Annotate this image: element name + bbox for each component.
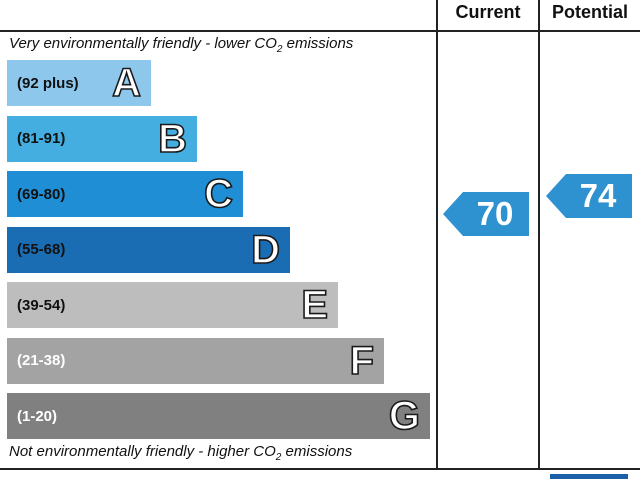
- potential-rating-pointer: 74: [546, 174, 632, 218]
- band-b-range: (81-91): [17, 130, 66, 147]
- top-note-prefix: Very environmentally friendly - lower C: [9, 35, 266, 52]
- potential-column-divider: [538, 0, 540, 470]
- bottom-note-o: O: [264, 443, 276, 460]
- bottom-note-prefix: Not environmentally friendly - higher C: [9, 443, 265, 460]
- top-note-sub: 2: [276, 44, 283, 55]
- bottom-note: Not environmentally friendly - higher CO…: [9, 443, 352, 463]
- band-g-letter: G: [388, 394, 421, 438]
- band-e-letter: E: [301, 283, 329, 327]
- band-d-range: (55-68): [17, 241, 66, 258]
- band-b: (81-91) B: [7, 115, 197, 162]
- current-rating-pointer: 70: [443, 192, 529, 236]
- band-g-range: (1-20): [17, 407, 58, 425]
- current-pointer-shape: [443, 192, 529, 236]
- band-e-range: (39-54): [17, 296, 66, 314]
- band-c: (69-80) C: [7, 171, 243, 217]
- band-a: (92 plus) A: [7, 60, 151, 106]
- band-c-letter: C: [203, 172, 233, 216]
- top-note-suffix: emissions: [282, 35, 354, 52]
- band-d: (55-68) D: [7, 226, 290, 273]
- band-f: (21-38) F: [7, 337, 384, 384]
- band-f-letter: F: [349, 338, 375, 383]
- band-d-letter: D: [250, 227, 280, 272]
- top-note: Very environmentally friendly - lower CO…: [9, 35, 353, 55]
- bottom-accent: [550, 474, 628, 479]
- bottom-border: [0, 468, 640, 470]
- current-column-divider: [436, 0, 438, 470]
- band-e: (39-54) E: [7, 282, 338, 328]
- band-f-range: (21-38): [17, 352, 66, 369]
- bottom-note-sub: 2: [275, 452, 282, 463]
- band-b-letter: B: [157, 116, 187, 161]
- header-divider: [0, 30, 640, 32]
- current-rating-value: 70: [476, 195, 514, 232]
- band-c-range: (69-80): [17, 185, 66, 203]
- band-g: (1-20) G: [7, 393, 430, 439]
- band-a-range: (92 plus): [17, 74, 79, 92]
- top-note-o: O: [265, 35, 277, 52]
- potential-column-header: Potential: [551, 2, 628, 22]
- current-column-header: Current: [455, 2, 521, 22]
- bottom-note-suffix: emissions: [281, 443, 353, 460]
- band-a-letter: A: [111, 61, 141, 105]
- potential-rating-value: 74: [579, 177, 617, 214]
- potential-pointer-shape: [546, 174, 632, 218]
